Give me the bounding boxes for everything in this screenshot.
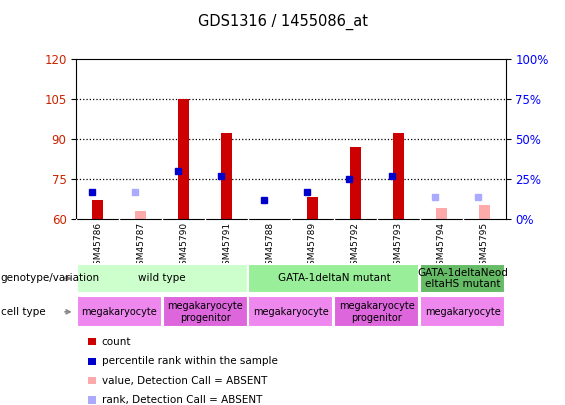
Text: GDS1316 / 1455086_at: GDS1316 / 1455086_at xyxy=(198,14,367,30)
Bar xyxy=(350,147,360,219)
Text: GSM45791: GSM45791 xyxy=(222,222,231,271)
Text: count: count xyxy=(102,337,132,347)
Text: megakaryocyte: megakaryocyte xyxy=(425,307,501,317)
Bar xyxy=(163,296,247,327)
Text: percentile rank within the sample: percentile rank within the sample xyxy=(102,356,278,366)
Bar xyxy=(77,296,162,327)
Bar xyxy=(249,296,333,327)
Text: GSM45786: GSM45786 xyxy=(93,222,102,271)
Text: cell type: cell type xyxy=(1,307,45,317)
Text: megakaryocyte
progenitor: megakaryocyte progenitor xyxy=(339,301,415,323)
Bar xyxy=(334,296,419,327)
Text: GSM45795: GSM45795 xyxy=(480,222,489,271)
Text: wild type: wild type xyxy=(138,273,186,283)
Text: GSM45788: GSM45788 xyxy=(265,222,274,271)
Bar xyxy=(420,296,505,327)
Bar xyxy=(436,208,446,219)
Text: GSM45787: GSM45787 xyxy=(136,222,145,271)
Text: GSM45790: GSM45790 xyxy=(179,222,188,271)
Text: megakaryocyte: megakaryocyte xyxy=(253,307,329,317)
Bar xyxy=(249,264,419,293)
Text: GSM45792: GSM45792 xyxy=(351,222,360,271)
Text: GSM45789: GSM45789 xyxy=(308,222,317,271)
Text: genotype/variation: genotype/variation xyxy=(1,273,99,283)
Bar xyxy=(307,197,318,219)
Text: GSM45793: GSM45793 xyxy=(394,222,403,271)
Bar xyxy=(179,99,189,219)
Bar xyxy=(221,133,232,219)
Bar xyxy=(479,205,489,219)
Text: megakaryocyte: megakaryocyte xyxy=(81,307,157,317)
Bar xyxy=(136,213,146,219)
Bar xyxy=(393,133,403,219)
Bar xyxy=(420,264,505,293)
Text: GSM45794: GSM45794 xyxy=(437,222,446,271)
Text: GATA-1deltaN mutant: GATA-1deltaN mutant xyxy=(277,273,390,283)
Text: megakaryocyte
progenitor: megakaryocyte progenitor xyxy=(167,301,243,323)
Text: GATA-1deltaNeod
eltaHS mutant: GATA-1deltaNeod eltaHS mutant xyxy=(418,268,508,289)
Bar xyxy=(136,211,146,219)
Bar xyxy=(77,264,247,293)
Text: value, Detection Call = ABSENT: value, Detection Call = ABSENT xyxy=(102,376,267,386)
Bar xyxy=(93,200,103,219)
Text: rank, Detection Call = ABSENT: rank, Detection Call = ABSENT xyxy=(102,395,262,405)
